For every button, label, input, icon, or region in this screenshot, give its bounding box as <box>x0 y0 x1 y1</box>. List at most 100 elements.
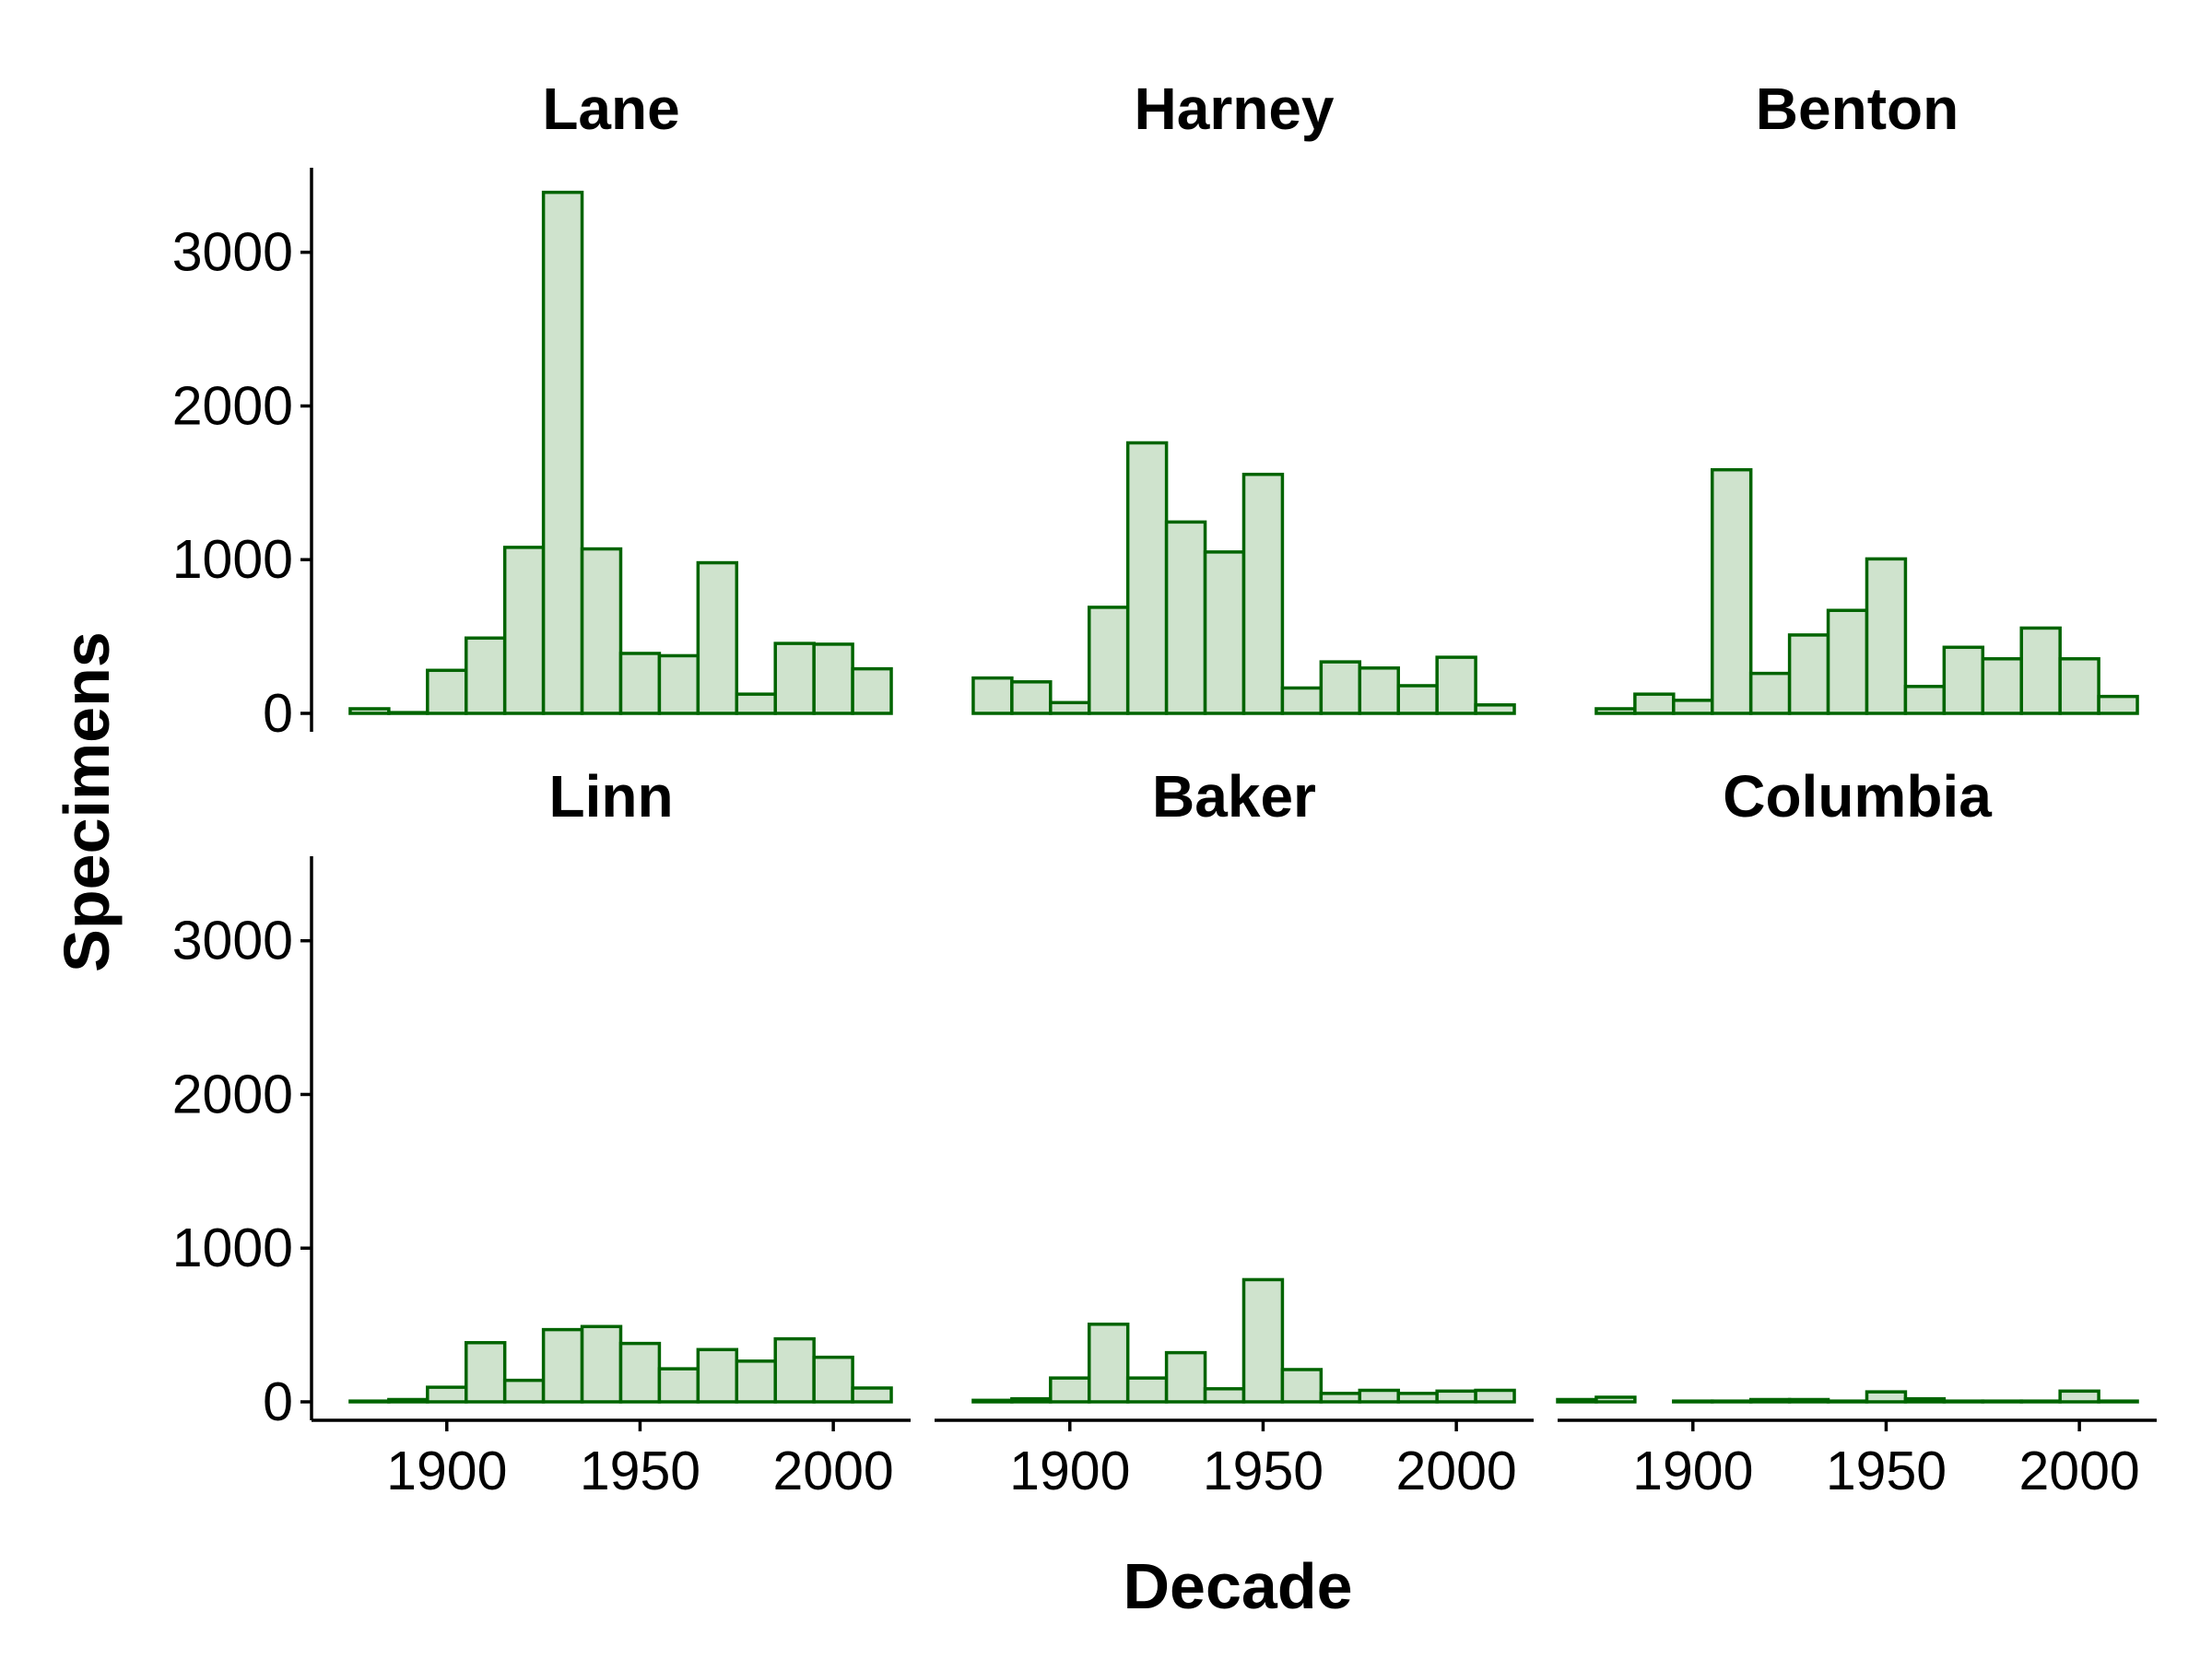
histogram-bar <box>1748 671 1792 715</box>
histogram-bar <box>1203 1387 1246 1404</box>
histogram-bar <box>2058 657 2100 715</box>
histogram-bar <box>1319 660 1362 715</box>
x-axis-title: Decade <box>1123 1550 1352 1622</box>
panel-title: Columbia <box>1723 763 1992 830</box>
histogram-bar <box>1435 655 1477 715</box>
y-tick-label: 0 <box>263 1371 293 1432</box>
y-tick-label: 1000 <box>172 1218 293 1278</box>
histogram-bar <box>1672 1399 1714 1404</box>
histogram-bar <box>1049 1376 1091 1404</box>
y-tick-label: 1000 <box>172 529 293 590</box>
panel-title: Baker <box>1152 763 1316 830</box>
histogram-bar <box>387 1397 429 1404</box>
histogram-bar <box>1087 1323 1130 1404</box>
histogram-bar <box>1826 608 1869 715</box>
histogram-bar <box>464 1341 507 1404</box>
histogram-bar <box>1865 557 1908 715</box>
histogram-bar <box>1010 1396 1053 1404</box>
panel-harney: Harney <box>971 76 1516 715</box>
histogram-bar <box>1319 1392 1362 1404</box>
histogram-bar <box>502 546 546 715</box>
histogram-bar <box>618 652 662 715</box>
histogram-bar <box>1474 1388 1516 1404</box>
histogram-bar <box>1241 1277 1285 1404</box>
x-tick-label: 2000 <box>1395 1441 1516 1501</box>
panel-title: Lane <box>542 76 679 142</box>
panel-title: Harney <box>1135 76 1335 142</box>
panel-benton: Benton <box>1594 76 2139 715</box>
histogram-bar <box>1241 472 1285 715</box>
histogram-bar <box>812 642 854 715</box>
histogram-bar <box>502 1378 546 1404</box>
x-tick-label: 1900 <box>1632 1441 1753 1501</box>
histogram-bar <box>348 1399 391 1404</box>
histogram-bar <box>426 668 468 715</box>
histogram-bar <box>1594 707 1637 715</box>
histogram-bar <box>735 692 777 715</box>
x-tick-label: 1900 <box>386 1441 507 1501</box>
histogram-bar <box>1710 467 1753 715</box>
histogram-bar <box>541 1327 584 1404</box>
histogram-bar <box>1358 666 1400 715</box>
histogram-bar <box>618 1341 662 1404</box>
histogram-bar <box>1865 1390 1908 1404</box>
histogram-bar <box>696 560 739 715</box>
histogram-bar <box>1010 680 1053 715</box>
histogram-bar <box>580 1324 623 1404</box>
histogram-bar <box>2097 694 2139 715</box>
x-tick-label: 1950 <box>1203 1441 1324 1501</box>
histogram-bar <box>348 707 391 715</box>
histogram-bar <box>426 1385 468 1404</box>
y-tick-label: 0 <box>263 683 293 744</box>
histogram-bar <box>1358 1388 1400 1404</box>
histogram-bar <box>2019 1399 2062 1404</box>
histogram-bar <box>1087 606 1130 715</box>
histogram-bar <box>1787 1397 1830 1404</box>
histogram-bar <box>1633 692 1676 715</box>
histogram-bar <box>1903 1396 1947 1404</box>
histogram-bar <box>387 711 429 715</box>
y-axis-title: Specimens <box>51 631 123 972</box>
histogram-bar <box>1748 1397 1792 1404</box>
panel-columbia: Columbia 1900 1950 2000 <box>1556 763 2157 1501</box>
histogram-bar <box>1710 1399 1753 1404</box>
y-tick-label: 2000 <box>172 375 293 436</box>
histogram-bar <box>1203 550 1246 715</box>
facet-panels: Lane 0 1000 2000 3000 Harney Benton Linn 0 1000 20… <box>172 76 2157 1501</box>
x-tick-label: 1950 <box>580 1441 700 1501</box>
histogram-bar <box>2097 1399 2139 1404</box>
histogram-bar <box>2058 1389 2100 1404</box>
histogram-bar <box>1049 700 1091 715</box>
histogram-bar <box>812 1355 854 1404</box>
y-tick-label: 3000 <box>172 911 293 971</box>
histogram-bar <box>773 1336 816 1404</box>
panel-baker: Baker 1900 1950 2000 <box>935 763 1534 1501</box>
histogram-bar <box>1125 441 1169 715</box>
histogram-bar <box>1474 703 1516 715</box>
histogram-bar <box>1164 1350 1207 1404</box>
x-tick-label: 1900 <box>1009 1441 1130 1501</box>
y-tick-label: 2000 <box>172 1064 293 1124</box>
histogram-bar <box>1435 1389 1477 1404</box>
histogram-bar <box>1942 1399 1985 1404</box>
panel-linn: Linn 0 1000 2000 3000 1900 1950 2000 <box>172 763 911 1501</box>
histogram-bar <box>735 1359 777 1404</box>
histogram-bar <box>1280 1368 1324 1404</box>
histogram-bar <box>1903 685 1947 715</box>
histogram-bar <box>1396 1392 1439 1404</box>
histogram-bar <box>851 1386 893 1404</box>
x-tick-label: 2000 <box>2018 1441 2139 1501</box>
histogram-bar <box>1164 520 1207 715</box>
y-tick-label: 3000 <box>172 222 293 283</box>
x-tick-label: 2000 <box>772 1441 893 1501</box>
histogram-bar <box>1981 1399 2023 1404</box>
histogram-bar <box>464 636 507 715</box>
histogram-bar <box>1556 1397 1598 1404</box>
histogram-bar <box>657 653 700 715</box>
histogram-bar <box>1672 699 1714 715</box>
histogram-bar <box>1396 684 1439 715</box>
histogram-bar <box>1981 657 2023 715</box>
histogram-bar <box>971 1398 1014 1404</box>
histogram-bar <box>580 547 623 715</box>
